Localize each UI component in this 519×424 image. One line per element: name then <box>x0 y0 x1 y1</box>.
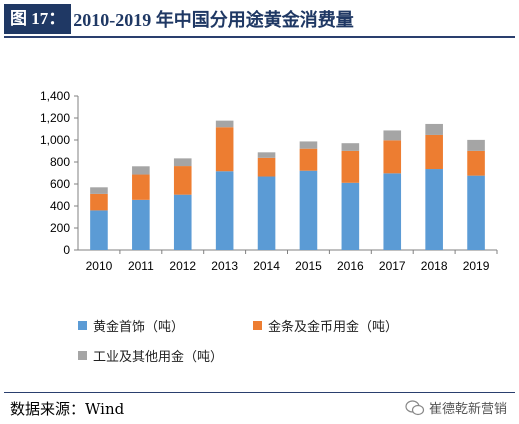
bar-2019-series-2 <box>467 139 485 151</box>
x-tick-label: 2018 <box>421 259 448 273</box>
y-tick-label: 400 <box>50 199 70 213</box>
bar-2014-series-1 <box>257 157 276 177</box>
x-tick-label: 2010 <box>86 259 113 273</box>
x-tick-label: 2012 <box>169 259 196 273</box>
bar-2013-series-1 <box>215 127 234 172</box>
data-source: 数据来源：Wind <box>10 400 125 418</box>
bar-2016-series-2 <box>341 143 360 151</box>
bar-2018-series-1 <box>425 134 443 170</box>
bar-2017-series-2 <box>383 130 402 141</box>
bar-2011-series-0 <box>132 199 150 250</box>
bar-2010-series-0 <box>90 210 108 250</box>
bar-2012-series-2 <box>173 158 192 167</box>
bar-2017-series-1 <box>383 140 402 174</box>
watermark: 崔德乾新营销 <box>405 398 507 417</box>
figure-header: 图 17： 2010-2019 年中国分用途黄金消费量 <box>4 2 515 38</box>
bar-2012-series-0 <box>173 194 192 250</box>
y-tick-label: 1,400 <box>40 89 70 103</box>
y-tick-label: 600 <box>50 177 70 191</box>
bar-2012-series-1 <box>173 166 192 195</box>
x-tick-label: 2017 <box>379 259 406 273</box>
bar-2019-series-1 <box>467 150 485 176</box>
bar-2014-series-2 <box>257 152 276 158</box>
bar-2019-series-0 <box>467 175 485 250</box>
legend-swatch-jewelry <box>78 321 87 330</box>
x-tick-label: 2015 <box>295 259 322 273</box>
bar-2018-series-2 <box>425 123 443 135</box>
legend-label-jewelry: 黄金首饰（吨） <box>93 320 185 335</box>
x-tick-label: 2016 <box>337 259 364 273</box>
bar-2018-series-0 <box>425 169 443 250</box>
y-tick-label: 0 <box>63 243 70 257</box>
figure-number: 图 17： <box>4 4 72 34</box>
legend-item-jewelry: 黄金首饰（吨） <box>78 316 184 335</box>
y-tick-label: 1,000 <box>40 133 70 147</box>
bar-2015-series-0 <box>299 170 318 250</box>
x-tick-label: 2013 <box>211 259 238 273</box>
legend-swatch-industrial <box>78 351 87 360</box>
legend-label-bars-coins: 金条及金币用金（吨） <box>268 320 399 335</box>
bar-2013-series-2 <box>215 120 234 128</box>
figure-title: 2010-2019 年中国分用途黄金消费量 <box>73 10 354 30</box>
legend-item-industrial: 工业及其他用金（吨） <box>78 346 223 365</box>
y-tick-label: 800 <box>50 155 70 169</box>
bar-2011-series-2 <box>132 166 150 175</box>
bar-2013-series-0 <box>215 171 234 250</box>
x-tick-label: 2019 <box>463 259 490 273</box>
wechat-icon <box>405 399 425 416</box>
legend-label-industrial: 工业及其他用金（吨） <box>93 350 224 365</box>
bar-2015-series-1 <box>299 148 318 171</box>
footer-divider <box>4 392 515 393</box>
bar-2011-series-1 <box>132 174 150 200</box>
watermark-text: 崔德乾新营销 <box>428 402 507 417</box>
legend-item-bars-coins: 金条及金币用金（吨） <box>253 316 398 335</box>
y-tick-label: 1,200 <box>40 111 70 125</box>
bar-2016-series-1 <box>341 150 360 183</box>
bar-2016-series-0 <box>341 182 360 250</box>
bar-2010-series-1 <box>90 193 108 211</box>
x-tick-label: 2014 <box>253 259 280 273</box>
bar-2010-series-2 <box>90 187 108 194</box>
x-tick-label: 2011 <box>128 259 154 273</box>
bar-2014-series-0 <box>257 176 276 250</box>
y-tick-label: 200 <box>50 221 70 235</box>
bar-2017-series-0 <box>383 173 402 250</box>
legend-swatch-bars-coins <box>253 321 262 330</box>
bar-2015-series-2 <box>299 141 318 149</box>
